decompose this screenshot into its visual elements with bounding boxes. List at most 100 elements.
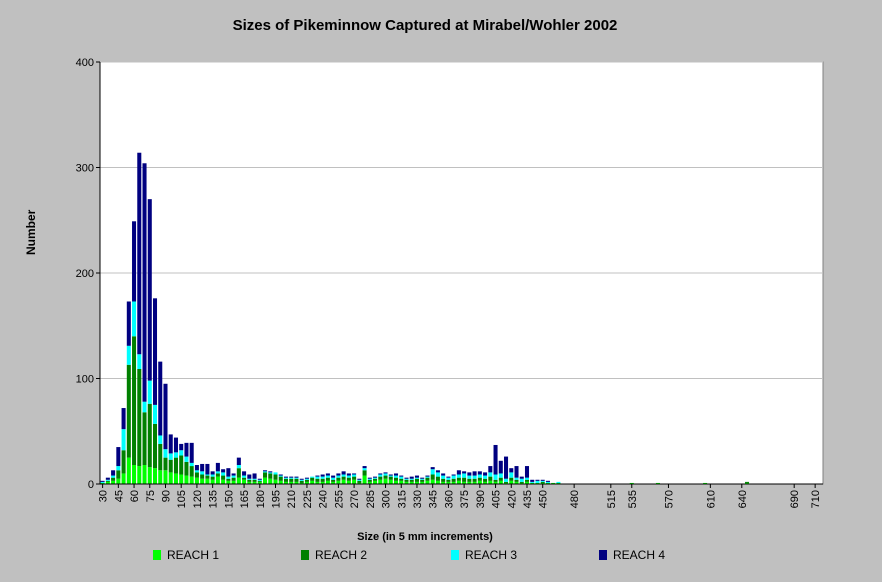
bar-segment-reach-4	[467, 472, 472, 476]
x-tick-label: 240	[318, 490, 330, 508]
bar-segment-reach-1	[420, 481, 425, 484]
bar-segment-reach-4	[152, 298, 158, 405]
x-tick-label: 255	[333, 490, 345, 508]
bar-segment-reach-3	[252, 478, 257, 480]
bar-segment-reach-3	[393, 475, 399, 478]
bar-segment-reach-4	[462, 471, 467, 474]
bar-segment-reach-2	[498, 477, 503, 481]
bar-segment-reach-2	[388, 476, 393, 480]
bar-segment-reach-1	[352, 479, 357, 484]
bar-segment-reach-2	[320, 478, 325, 482]
bar-segment-reach-2	[540, 481, 545, 483]
bar-segment-reach-3	[184, 456, 189, 462]
bar-segment-reach-2	[524, 479, 530, 482]
bar-segment-reach-1	[540, 482, 545, 484]
bar-segment-reach-2	[231, 477, 236, 481]
bar-segment-reach-1	[320, 481, 325, 484]
bar-segment-reach-3	[163, 449, 168, 458]
bar-segment-reach-1	[126, 457, 131, 485]
bar-segment-reach-2	[304, 479, 309, 482]
bar-segment-reach-1	[231, 480, 236, 484]
bar-segment-reach-4	[441, 473, 446, 476]
bar-segment-reach-1	[121, 473, 126, 484]
bar-segment-reach-2	[142, 412, 147, 466]
bar-segment-reach-4	[504, 456, 509, 479]
bar-segment-reach-3	[121, 429, 126, 451]
bar-segment-reach-3	[137, 354, 142, 370]
bar-segment-reach-3	[194, 470, 199, 473]
x-tick-label: 375	[459, 490, 471, 508]
bar-segment-reach-1	[483, 481, 488, 484]
bar-segment-reach-4	[451, 474, 456, 476]
bar-segment-reach-2	[331, 479, 336, 482]
bar-segment-reach-3	[451, 475, 456, 479]
x-tick-label: 690	[789, 490, 801, 508]
bar-segment-reach-3	[299, 479, 304, 481]
x-tick-label: 405	[491, 490, 503, 508]
bar-segment-reach-1	[105, 481, 110, 484]
bar-segment-reach-4	[263, 470, 268, 472]
legend-swatch-reach-4	[599, 550, 607, 560]
bar-segment-reach-2	[488, 476, 493, 481]
y-axis-ticks: 0 100 200 300 400	[76, 57, 100, 491]
x-tick-label: 135	[208, 490, 220, 508]
bar-segment-reach-4	[472, 471, 477, 476]
bar-segment-reach-3	[488, 472, 493, 477]
x-tick-label: 45	[113, 490, 125, 502]
x-tick-label: 535	[627, 490, 639, 508]
bar-segment-reach-1	[289, 481, 294, 484]
bar-segment-reach-4	[257, 478, 262, 480]
bar-segment-reach-3	[383, 473, 388, 476]
x-tick-label: 610	[705, 490, 717, 508]
bar-segment-reach-2	[352, 476, 357, 480]
bar-segment-reach-3	[373, 477, 378, 479]
bar-segment-reach-1	[283, 481, 289, 484]
x-tick-label: 165	[239, 490, 251, 508]
legend-item-reach-4: REACH 4	[599, 548, 665, 562]
bar-segment-reach-4	[268, 471, 273, 473]
bar-segment-reach-3	[304, 478, 309, 480]
bar-segment-reach-2	[441, 478, 446, 482]
x-axis-ticks: 30 45 60 75 90 105 120 135 150 165 180 195 210 225 240…	[98, 484, 822, 508]
bar-segment-reach-2	[189, 466, 194, 477]
bar-segment-reach-4	[163, 383, 168, 450]
bar-segment-reach-1	[435, 480, 440, 484]
bar-segment-reach-4	[294, 476, 299, 478]
bar-segment-reach-4	[231, 473, 236, 476]
bar-segment-reach-4	[283, 476, 289, 478]
bar-segment-reach-3	[346, 475, 351, 478]
legend-label-reach-4: REACH 4	[613, 548, 666, 562]
bar-segment-reach-4	[388, 474, 393, 476]
bar-segment-reach-4	[404, 477, 409, 479]
bar-segment-reach-2	[404, 479, 409, 482]
bar-segment-reach-1	[488, 480, 493, 484]
bar-segment-reach-1	[655, 482, 660, 484]
bar-segment-reach-1	[215, 476, 220, 484]
bar-segment-reach-1	[519, 482, 524, 484]
x-tick-label: 60	[129, 490, 141, 502]
bar-segment-reach-3	[530, 481, 535, 483]
bar-segment-reach-4	[194, 465, 199, 471]
x-axis-label: Size (in 5 mm increments)	[357, 531, 493, 543]
bar-segment-reach-4	[519, 476, 524, 479]
bar-segment-reach-4	[456, 470, 461, 475]
bar-segment-reach-4	[236, 457, 241, 466]
bar-segment-reach-3	[152, 404, 158, 424]
bar-segment-reach-3	[200, 471, 205, 475]
bar-segment-reach-4	[215, 462, 220, 472]
bar-segment-reach-1	[745, 482, 750, 484]
y-axis-label: Number	[24, 209, 38, 255]
bar-segment-reach-2	[221, 475, 226, 480]
bar-segment-reach-4	[221, 469, 226, 473]
bar-segment-reach-4	[126, 301, 131, 346]
bar-segment-reach-4	[446, 476, 451, 478]
bar-segment-reach-2	[425, 477, 430, 481]
bar-segment-reach-1	[367, 481, 372, 484]
bar-segment-reach-2	[147, 403, 152, 468]
bar-segment-reach-4	[430, 467, 435, 470]
bar-segment-reach-4	[320, 474, 325, 477]
bar-segment-reach-2	[236, 468, 241, 478]
x-tick-label: 195	[271, 490, 283, 508]
bar-segment-reach-1	[184, 475, 189, 484]
bar-segment-reach-2	[111, 477, 116, 481]
